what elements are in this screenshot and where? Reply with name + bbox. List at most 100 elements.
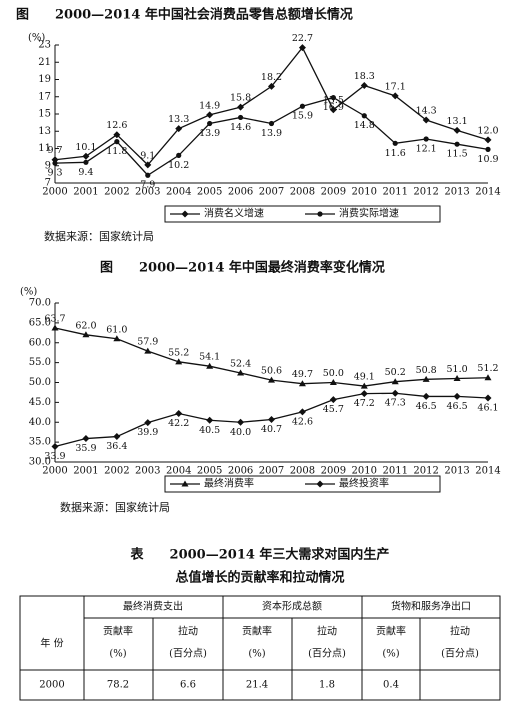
data-label: 40.5 [199,425,220,436]
data-label: 46.1 [477,403,498,414]
x-tick-label: 2009 [321,187,346,198]
data-label: 9.3 [47,168,62,179]
y-tick-label: 21 [38,57,51,68]
legend-label: 最终消费率 [204,477,254,490]
marker [175,125,183,133]
y-tick-label: 7 [45,178,51,189]
data-label: 50.2 [385,367,406,378]
data-label: 35.9 [75,443,96,454]
marker [268,415,275,423]
marker [206,111,214,119]
x-tick-label: 2008 [290,466,315,477]
data-label: 52.4 [230,358,251,369]
table-cell: 1.8 [319,680,335,691]
data-label: 11.6 [385,148,406,159]
table-subheader: (百分点) [308,648,346,660]
data-label: 46.5 [446,401,467,412]
x-tick-label: 2007 [259,466,284,477]
x-tick-label: 2000 [42,187,67,198]
source: 数据来源：国家统计局 [44,229,154,243]
table-header: 年 份 [40,637,63,650]
marker [360,390,368,398]
marker [113,131,121,139]
data-label: 14.3 [416,106,437,117]
marker [299,103,306,109]
y-tick-label: 15 [38,109,51,120]
y-tick-label: 13 [38,126,51,137]
marker [144,347,152,354]
marker [329,396,337,404]
data-label: 9.4 [78,167,93,178]
table-header: 资本形成总额 [262,600,322,613]
y-tick-label: 50.0 [29,377,51,388]
data-label: 15.5 [323,95,344,106]
marker [82,152,90,160]
y-tick-label: 30.0 [29,457,51,468]
x-tick-label: 2014 [475,187,500,198]
x-tick-label: 2002 [104,187,129,198]
marker [392,140,398,146]
data-label: 18.3 [354,71,375,82]
marker [237,114,244,121]
marker [113,335,121,342]
table-subheader: 拉动 [178,625,198,638]
x-tick-label: 2002 [104,466,129,477]
marker [298,44,306,52]
marker [237,103,245,111]
x-tick-label: 2011 [382,187,407,198]
table-subheader: 拉动 [317,625,337,638]
marker [207,120,213,127]
chart-title: 图 2000—2014 年中国社会消费品零售总额增长情况 [16,7,353,23]
data-label: 22.7 [292,33,313,44]
data-label: 16.9 [323,102,344,113]
data-label: 13.1 [446,116,467,127]
table-cell: 78.2 [107,680,129,691]
x-tick-label: 2001 [73,466,98,477]
data-label: 47.2 [354,398,375,409]
y-tick-label: 9 [45,160,51,171]
data-label: 13.3 [168,114,189,125]
marker [176,152,182,158]
x-tick-label: 2013 [444,187,469,198]
marker [82,435,90,443]
marker [237,369,245,376]
data-label: 55.2 [168,347,189,358]
marker [268,82,275,90]
data-label: 50.6 [261,366,282,377]
data-label: 50.0 [323,368,344,379]
marker [329,106,337,114]
table-header: 货物和服务净出口 [391,600,471,613]
data-label: 40.7 [261,424,282,435]
legend-box [164,205,441,223]
marker [453,392,461,400]
marker [206,362,214,369]
data-label: 10.2 [168,160,189,171]
marker [484,136,492,144]
y-axis-label: (%) [28,33,45,44]
data-label: 45.7 [323,404,344,415]
table-subheader: (百分点) [169,648,207,660]
table-subheader: 贡献率 [103,625,133,638]
data-label: 47.3 [385,398,406,409]
data-label: 12.1 [416,144,437,155]
marker [145,172,151,178]
marker [51,442,59,450]
x-tick-label: 2010 [352,187,377,198]
marker [391,92,399,100]
marker [52,160,58,166]
marker [144,161,152,169]
table-border [19,595,501,701]
data-label: 49.7 [292,369,313,380]
data-label: 9.7 [47,145,62,156]
marker [298,408,306,416]
marker [391,389,399,397]
data-label: 42.6 [292,416,313,427]
data-label: 39.9 [137,427,158,438]
y-tick-label: 45.0 [29,397,51,408]
data-label: 46.5 [416,401,437,412]
table-header: 最终消费支出 [123,600,183,613]
y-tick-label: 23 [38,40,51,51]
data-label: 10.1 [75,142,96,153]
x-tick-label: 2001 [73,187,98,198]
